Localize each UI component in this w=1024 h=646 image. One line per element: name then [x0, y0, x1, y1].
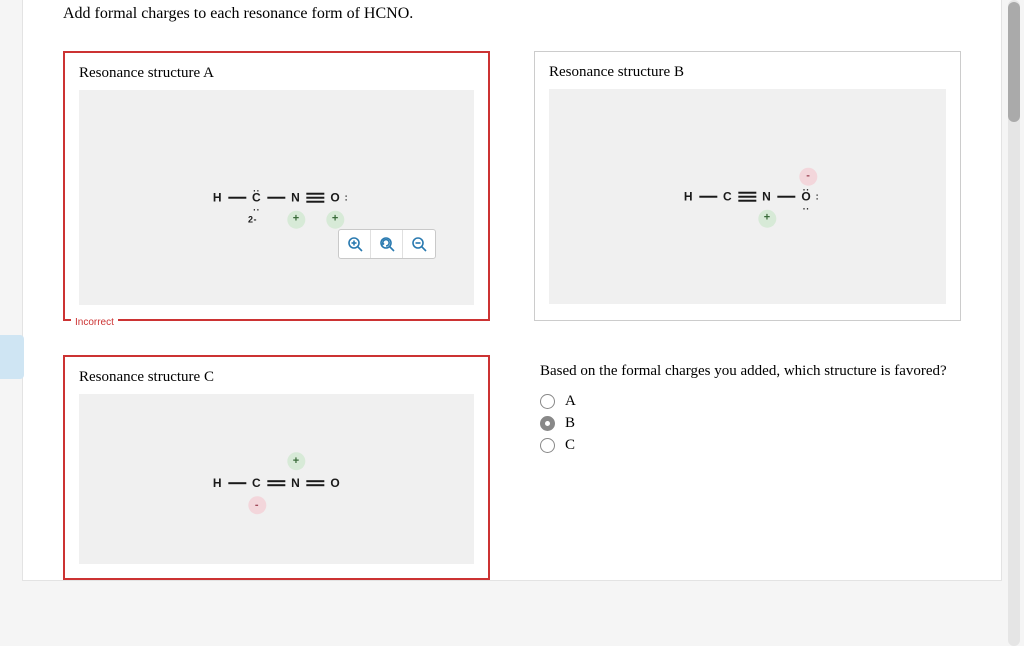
molecule-b: H C N + O .. .. : - — [682, 189, 813, 203]
molecule-c: H C - N + O — [211, 476, 342, 490]
favored-question: Based on the formal charges you added, w… — [534, 355, 961, 580]
question-card: Add formal charges to each resonance for… — [22, 0, 1002, 581]
bond-single — [699, 195, 717, 197]
scrollbar-thumb[interactable] — [1008, 2, 1020, 122]
radio-b-label: B — [565, 415, 575, 432]
lone-pair-bot: .. — [803, 201, 810, 211]
atom-c-label: C — [252, 476, 261, 490]
charge-plus-badge: + — [758, 209, 776, 227]
zoom-out-icon — [411, 236, 427, 252]
atom-o: O .. .. : - — [799, 189, 813, 203]
lone-pair-bot: .. — [253, 202, 260, 212]
molecule-a: H C .. .. 2- N + O — [211, 190, 342, 204]
atom-h: H — [682, 189, 695, 203]
bond-single — [228, 196, 246, 198]
atom-n: N + — [289, 190, 302, 204]
zoom-reset-icon — [379, 236, 395, 252]
radio-c[interactable] — [540, 438, 555, 453]
lone-pair-top: .. — [253, 183, 260, 193]
bond-double — [306, 480, 324, 486]
atom-c: C - — [250, 476, 263, 490]
radio-b[interactable] — [540, 416, 555, 431]
charge-plus-badge: + — [326, 210, 344, 228]
panel-b-title: Resonance structure B — [549, 64, 946, 81]
atom-n-label: N — [291, 476, 300, 490]
zoom-reset-button[interactable] — [371, 230, 403, 258]
panels-grid: Resonance structure A H C .. .. 2- N + — [63, 51, 961, 580]
left-side-tab[interactable] — [0, 335, 24, 379]
charge-plus-badge: + — [287, 452, 305, 470]
panel-structure-b: Resonance structure B H C N + O .. .. — [534, 51, 961, 321]
panel-c-title: Resonance structure C — [79, 369, 474, 386]
radio-option-b[interactable]: B — [540, 415, 955, 432]
panel-a-title: Resonance structure A — [79, 65, 474, 82]
atom-n-label: N — [291, 190, 300, 204]
charge-plus-badge: + — [287, 210, 305, 228]
status-incorrect: Incorrect — [71, 317, 118, 328]
charge-minus-badge: - — [799, 167, 817, 185]
panel-structure-a: Resonance structure A H C .. .. 2- N + — [63, 51, 490, 321]
zoom-toolbar — [338, 229, 436, 259]
atom-h: H — [211, 190, 224, 204]
canvas-b[interactable]: H C N + O .. .. : - — [549, 89, 946, 304]
atom-c: C — [721, 189, 734, 203]
atom-h: H — [211, 476, 224, 490]
radio-option-a[interactable]: A — [540, 393, 955, 410]
atom-n: N + — [289, 476, 302, 490]
atom-n: N + — [760, 189, 773, 203]
lone-pair-right: : — [816, 194, 820, 198]
bond-double — [267, 480, 285, 486]
zoom-in-button[interactable] — [339, 230, 371, 258]
atom-c: C .. .. 2- — [250, 190, 263, 204]
radio-a-label: A — [565, 393, 576, 410]
canvas-c[interactable]: H C - N + O — [79, 394, 474, 564]
lone-pair-right: : — [345, 195, 349, 199]
scrollbar-track[interactable] — [1008, 0, 1020, 646]
bond-triple — [738, 191, 756, 201]
atom-o: O — [328, 476, 342, 490]
bond-single — [777, 195, 795, 197]
question-prompt: Add formal charges to each resonance for… — [63, 5, 961, 23]
bond-triple — [306, 192, 324, 202]
bond-single — [267, 196, 285, 198]
panel-structure-c: Resonance structure C H C - N + O — [63, 355, 490, 580]
charge-minus-badge: - — [248, 496, 266, 514]
zoom-in-icon — [347, 236, 363, 252]
radio-c-label: C — [565, 437, 575, 454]
atom-o: O : + — [328, 190, 342, 204]
favored-prompt: Based on the formal charges you added, w… — [540, 359, 955, 383]
atom-o-label: O — [330, 190, 340, 204]
zoom-out-button[interactable] — [403, 230, 435, 258]
radio-a[interactable] — [540, 394, 555, 409]
charge-2minus: 2- — [248, 214, 257, 224]
radio-option-c[interactable]: C — [540, 437, 955, 454]
atom-n-label: N — [762, 189, 771, 203]
canvas-a[interactable]: H C .. .. 2- N + O — [79, 90, 474, 305]
bond-single — [228, 482, 246, 484]
